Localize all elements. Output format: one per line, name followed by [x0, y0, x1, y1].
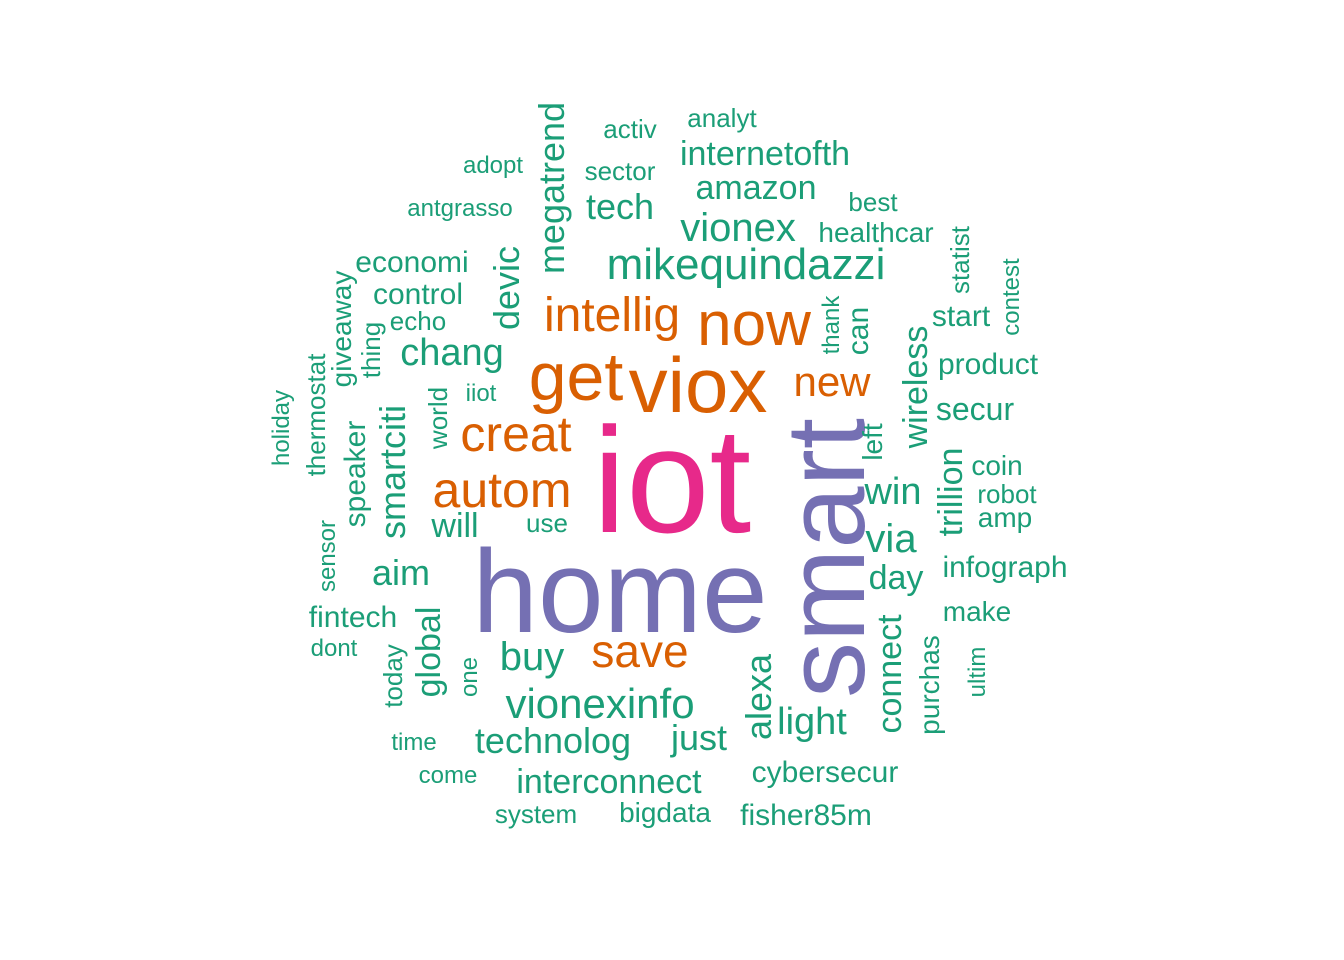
word-make: make [942, 596, 1012, 627]
word-system: system [494, 799, 578, 829]
word-iot: iot [592, 396, 752, 564]
word-just: just [670, 717, 728, 758]
word-analyt: analyt [687, 103, 757, 133]
word-healthcar: healthcar [818, 217, 934, 248]
word-day: day [868, 559, 924, 597]
word-come: come [418, 762, 478, 789]
word-autom: autom [432, 462, 572, 518]
word-world: world [423, 386, 453, 450]
word-use: use [526, 508, 568, 538]
word-save: save [591, 625, 689, 677]
word-get: get [528, 339, 624, 415]
word-antgrasso: antgrasso [407, 195, 513, 222]
word-start: start [931, 300, 991, 333]
word-via: via [865, 517, 917, 561]
word-statist: statist [945, 226, 975, 294]
word-megatrend: megatrend [531, 101, 572, 275]
word-one: one [456, 656, 483, 698]
word-echo: echo [389, 306, 447, 336]
word-left: left [857, 423, 888, 461]
word-fisher85m: fisher85m [740, 799, 872, 832]
word-amp: amp [977, 502, 1033, 533]
word-adopt: adopt [462, 152, 524, 179]
word-purchas: purchas [914, 635, 945, 735]
word-coin: coin [971, 450, 1023, 481]
word-connect: connect [871, 614, 909, 734]
word-mikequindazzi: mikequindazzi [606, 240, 886, 289]
word-thing: thing [356, 321, 386, 379]
word-today: today [378, 644, 408, 708]
word-now: now [697, 290, 811, 359]
word-aim: aim [371, 552, 431, 593]
word-chang: chang [400, 332, 504, 374]
word-buy: buy [499, 635, 565, 679]
word-best: best [848, 187, 898, 217]
word-vionexinfo: vionexinfo [505, 680, 695, 727]
word-fintech: fintech [308, 601, 398, 634]
word-light: light [777, 701, 847, 743]
word-control: control [372, 278, 464, 311]
word-technolog: technolog [474, 720, 632, 761]
word-alexa: alexa [738, 653, 779, 741]
word-vionex: vionex [680, 206, 796, 250]
word-secur: secur [935, 391, 1015, 427]
word-activ: activ [603, 114, 657, 144]
word-ultim: ultim [964, 646, 991, 698]
word-robot: robot [977, 479, 1037, 509]
word-home: home [472, 526, 768, 658]
word-tech: tech [585, 186, 655, 227]
word-giveaway: giveaway [326, 270, 357, 388]
word-speaker: speaker [339, 420, 372, 528]
word-viox: viox [628, 341, 768, 429]
word-iiot: iiot [465, 380, 497, 407]
word-sensor: sensor [314, 519, 341, 593]
word-sector: sector [584, 156, 656, 186]
word-product: product [937, 348, 1039, 381]
word-thank: thank [818, 295, 845, 355]
word-internetofth: internetofth [679, 135, 851, 173]
word-cybersecur: cybersecur [751, 756, 899, 789]
word-global: global [410, 606, 448, 698]
word-amazon: amazon [695, 169, 817, 207]
word-will: will [431, 507, 479, 545]
word-devic: devic [486, 245, 527, 331]
word-can: can [842, 306, 875, 356]
word-bigdata: bigdata [619, 797, 711, 828]
word-contest: contest [998, 258, 1025, 336]
word-holiday: holiday [268, 389, 295, 467]
word-economi: economi [355, 246, 469, 279]
word-win: win [864, 471, 922, 513]
word-new: new [793, 358, 871, 405]
word-dont: dont [310, 635, 358, 662]
word-wireless: wireless [897, 325, 935, 449]
word-trillion: trillion [932, 447, 970, 537]
word-time: time [391, 729, 437, 756]
word-infograph: infograph [942, 551, 1068, 584]
word-creat: creat [460, 406, 572, 462]
word-intellig: intellig [543, 289, 681, 342]
word-interconnect: interconnect [516, 763, 702, 801]
word-smartciti: smartciti [372, 405, 413, 539]
